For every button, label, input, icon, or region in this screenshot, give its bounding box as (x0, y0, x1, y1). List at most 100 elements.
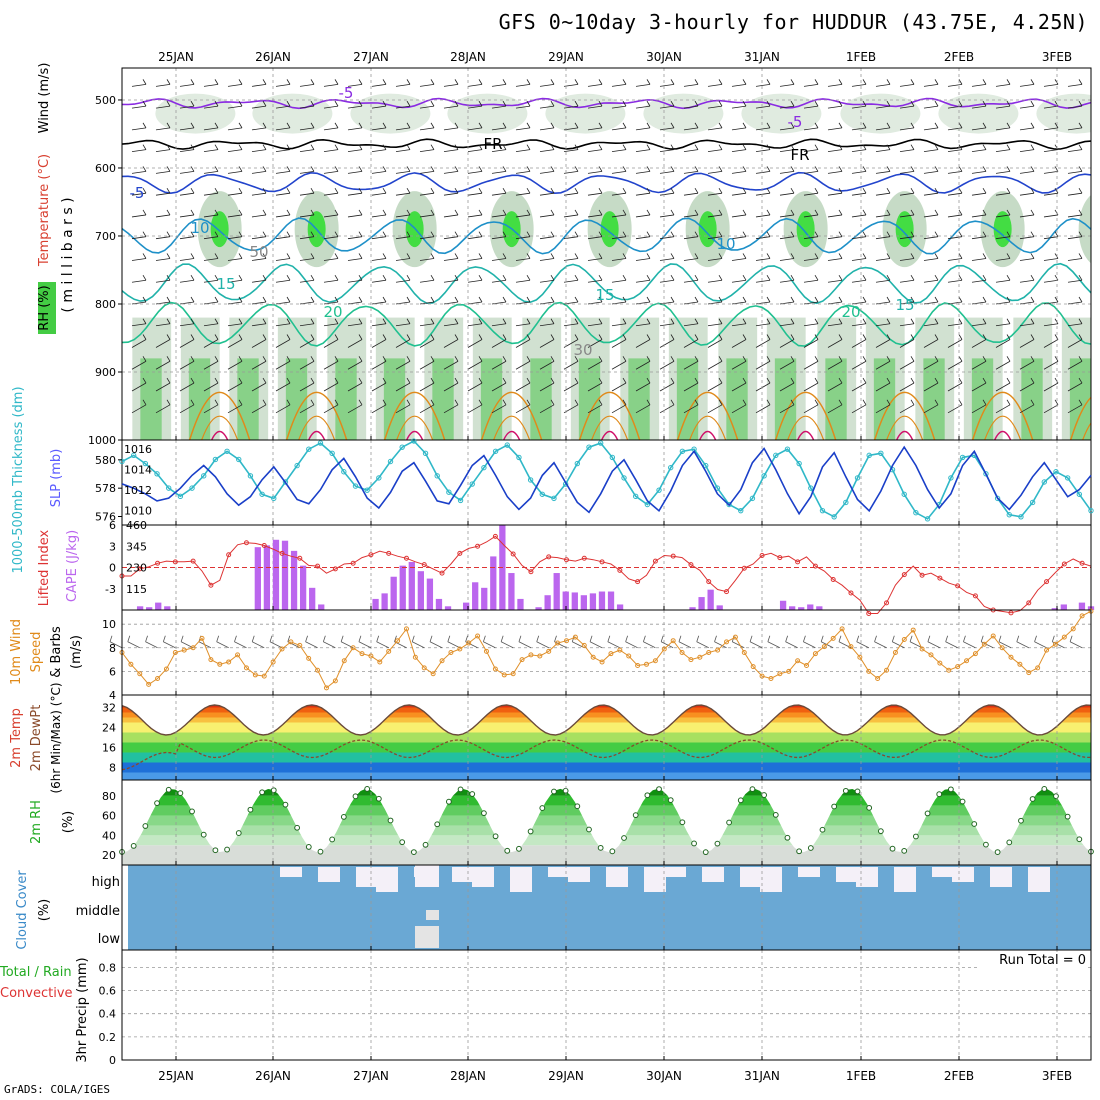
series-marker (236, 456, 242, 463)
series-marker (839, 626, 845, 632)
wind-barb (779, 323, 795, 327)
wind-barb (670, 356, 675, 362)
wind-barb (334, 100, 339, 107)
series-marker (768, 675, 774, 681)
series-marker (586, 826, 592, 833)
series-marker (670, 638, 676, 644)
wind-barb (910, 334, 915, 340)
wind-barb (659, 404, 675, 414)
wind-barb (923, 149, 939, 153)
wind-barb (827, 105, 843, 109)
wind-barb (238, 275, 243, 281)
y-tick-label: 1012 (124, 484, 152, 497)
wind-barb (814, 231, 819, 237)
wind-barb (646, 399, 651, 406)
wind-barb (251, 171, 267, 174)
wind-barb (923, 236, 939, 240)
wind-barb (443, 127, 459, 131)
series-marker (632, 812, 639, 819)
wind-barb (622, 100, 627, 107)
date-label-top: 31JAN (744, 50, 780, 64)
wind-barb (923, 279, 939, 283)
wind-barb (862, 253, 867, 259)
wind-barb (923, 404, 939, 414)
wind-barb (814, 100, 819, 107)
wind-barb (395, 83, 411, 87)
wind-barb (1019, 258, 1035, 261)
wind-barb (1006, 377, 1011, 384)
wind-barb (1043, 83, 1059, 87)
series-marker (572, 634, 578, 640)
rh-shade (676, 358, 699, 440)
wind-barb (827, 171, 843, 174)
wind-barb (203, 360, 219, 370)
wind-barb (142, 79, 147, 85)
wind-barb (502, 144, 507, 150)
isotherm-line (1069, 396, 1091, 440)
wind-barb (430, 275, 435, 281)
wind-barb (491, 382, 507, 392)
wind-barb (491, 236, 507, 240)
wind-barb (587, 323, 603, 327)
wind-barb (526, 166, 531, 172)
wind-barb (286, 209, 291, 216)
series-marker (399, 444, 405, 450)
wind-barb (491, 214, 507, 218)
wind-barb (886, 209, 891, 216)
series-marker (726, 819, 732, 826)
wind-barb (155, 404, 171, 414)
y-tick-label: 1010 (124, 505, 152, 518)
series-marker (777, 671, 783, 677)
wind-barb (646, 253, 651, 259)
y-tick-label: 24 (102, 722, 116, 735)
wind-barb (995, 279, 1011, 283)
cape-bar (607, 591, 615, 610)
wind-barb (886, 296, 891, 303)
wind-barb (1054, 166, 1059, 172)
wind-barb (227, 360, 243, 370)
wind-barb (334, 144, 339, 150)
wind-barb (947, 258, 963, 261)
y-axis-label: RH (%) (37, 285, 52, 330)
wind-barb (238, 356, 243, 362)
wind-barb (310, 253, 315, 259)
wind-barb (275, 279, 291, 283)
series-marker (679, 650, 685, 655)
wind-barb (910, 100, 915, 107)
wind-barb (947, 171, 963, 174)
wind-barb (334, 253, 339, 259)
series-marker (857, 654, 863, 660)
wind-barb (299, 360, 315, 370)
wind-barb (958, 231, 963, 237)
series-marker (599, 659, 605, 665)
contour-label: 30 (573, 341, 592, 359)
wind-barb (539, 279, 555, 283)
rh-shade (971, 358, 994, 440)
wind-barb (430, 79, 435, 85)
wind-barb (899, 404, 915, 414)
cape-bar (263, 545, 271, 610)
series-marker (972, 651, 978, 657)
y-axis-label: (%) (37, 899, 52, 922)
y-axis-label: (m/s) (69, 635, 84, 669)
wind-barb (371, 360, 387, 370)
wind-barb (646, 231, 651, 237)
cape-bar (155, 602, 162, 610)
rh-shade (530, 358, 552, 440)
series-marker (819, 507, 826, 514)
series-marker (154, 800, 160, 807)
wind-barb (467, 192, 483, 196)
cape-bar (390, 576, 397, 610)
wind-barb (478, 100, 483, 107)
wind-barb (550, 166, 555, 172)
cape-bar (508, 573, 515, 610)
y-axis-label: Speed (29, 632, 44, 673)
wind-barb (1019, 127, 1035, 131)
wind-barb (286, 187, 291, 194)
wind-barb (216, 635, 220, 642)
wind-barb (1006, 318, 1011, 324)
wind-barb (766, 166, 771, 172)
wind-barb (203, 214, 219, 218)
wind-barb (755, 149, 771, 153)
wind-barb (419, 258, 435, 261)
